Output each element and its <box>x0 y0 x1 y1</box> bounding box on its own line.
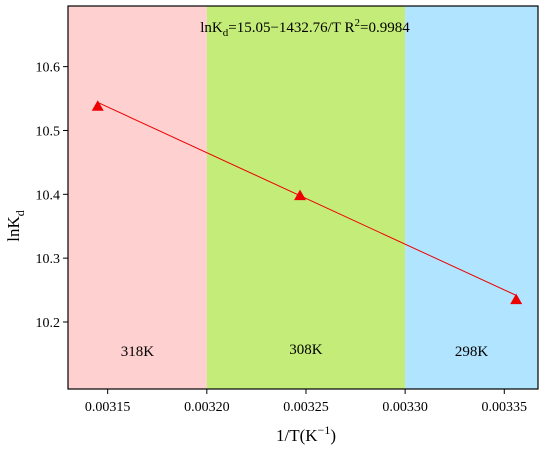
x-axis-label-sup: −1 <box>318 423 331 437</box>
annotation-middle: =15.05−1432.76/T R <box>228 20 354 36</box>
region-318K <box>68 6 207 389</box>
y-tick-label-5: 10.6 <box>36 61 61 76</box>
x-axis: 0.00315 0.00320 0.00325 0.00330 0.00335 <box>85 389 527 415</box>
x-tick-label-3: 0.00325 <box>283 400 329 415</box>
fit-line <box>97 101 517 296</box>
annotation-suffix: =0.9984 <box>360 20 410 36</box>
region-labels: 318K 308K 298K <box>121 342 489 360</box>
region-label-298K: 298K <box>455 344 489 360</box>
data-point-3 <box>510 293 523 305</box>
region-label-318K: 318K <box>121 344 155 360</box>
data-points <box>91 100 523 305</box>
y-tick-label-3: 10.4 <box>36 188 61 203</box>
fit-equation-annotation: lnKd=15.05−1432.76/T R2=0.9984 <box>200 17 410 39</box>
data-point-1 <box>91 100 104 111</box>
data-point-2 <box>294 189 307 201</box>
x-axis-label-suffix: ) <box>330 426 336 445</box>
annotation-sub: d <box>223 27 229 39</box>
x-tick-label-4: 0.00330 <box>382 400 428 415</box>
plot-frame <box>67 5 539 390</box>
y-tick-label-4: 10.5 <box>36 124 61 139</box>
background-regions <box>68 6 538 389</box>
region-308K <box>206 6 406 389</box>
y-axis: 10.2 10.3 10.4 10.5 10.6 <box>36 61 68 331</box>
x-tick-label-5: 0.00335 <box>482 400 528 415</box>
x-axis-label: 1/T(K−1) <box>276 423 336 445</box>
annotation-prefix: lnK <box>200 20 223 36</box>
region-298K <box>405 6 538 389</box>
y-tick-label-2: 10.3 <box>36 252 61 267</box>
region-label-308K: 308K <box>289 342 323 358</box>
x-tick-label-2: 0.00320 <box>184 400 230 415</box>
y-axis-label-main: lnK <box>4 216 23 242</box>
x-axis-label-main: 1/T(K <box>276 426 318 445</box>
y-axis-label: lnKd <box>4 210 27 242</box>
annotation-sup: 2 <box>355 17 361 29</box>
x-tick-label-1: 0.00315 <box>85 400 131 415</box>
y-tick-label-1: 10.2 <box>36 316 61 331</box>
y-axis-label-sub: d <box>13 210 27 216</box>
